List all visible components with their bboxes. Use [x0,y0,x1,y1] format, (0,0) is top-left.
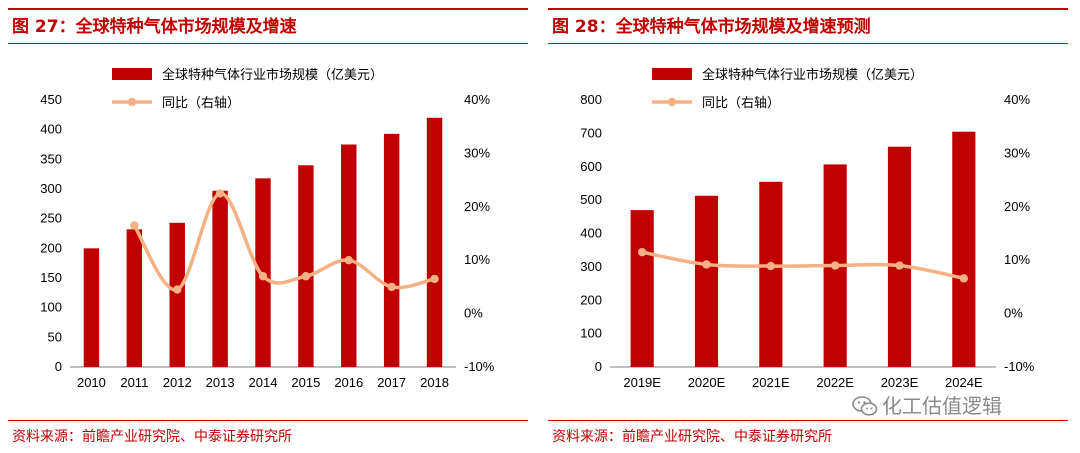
y2-tick-label: 0% [464,306,483,321]
legend-label-bar: 全球特种气体行业市场规模（亿美元） [702,67,923,83]
y-tick-label: 100 [40,300,62,315]
growth-point [830,261,840,270]
x-tick-label: 2024E [945,375,983,390]
x-tick-label: 2021E [752,375,790,390]
left-chart-title: 图 27：全球特种气体市场规模及增速 [12,17,297,37]
watermark-text: 化工估值逻辑 [882,394,1002,418]
bottom-rule [8,420,528,421]
bar [630,210,654,367]
top-rule [8,8,528,10]
bar [887,146,912,367]
left-chart: 0 50 100 150 200 250 300 350 400 450 -10% 0% 10% 20% 3… [40,67,495,390]
x-tick-label: 2013 [206,375,235,390]
x-tick-label: 2012 [163,375,192,390]
bar [298,165,314,367]
growth-point [766,261,776,271]
top-rule [548,8,1068,10]
growth-point [258,272,268,281]
y-tick-label: 800 [580,92,602,107]
y-tick-label: 350 [40,151,62,166]
right-chart: 0 100 200 300 400 500 600 700 800 -10% 0% 10% 20% 30%… [580,67,1035,390]
bar [694,195,719,367]
bar [383,133,400,367]
growth-line [640,250,966,281]
title-rule [548,43,1068,44]
y-tick-label: 450 [40,92,62,107]
growth-point [702,260,711,269]
y-tick-label: 200 [40,240,62,255]
y2-tick-label: 10% [1004,252,1030,267]
x-tick-label: 2015 [291,375,320,390]
legend-swatch-marker [127,97,137,107]
y-tick-label: 250 [40,211,62,226]
legend-label-line: 同比（右轴） [162,96,240,111]
x-tick-label: 2022E [816,375,854,390]
growth-point [895,261,904,270]
y-tick-label: 100 [580,326,602,341]
y2-tick-label: 40% [1004,92,1030,107]
bottom-rule [548,420,1068,421]
legend-label-line: 同比（右轴） [702,96,780,111]
watermark: 化工估值逻辑 [852,390,1002,419]
y2-tick-label: 20% [1004,199,1030,214]
growth-point [344,256,353,265]
growth-point [215,189,225,198]
y2-tick-label: 40% [464,92,490,107]
bar [83,248,100,367]
y2-tick-label: 20% [464,199,490,214]
growth-point [637,247,647,257]
y2-tick-label: -10% [464,359,495,374]
bar [759,181,783,367]
legend-swatch-marker [667,97,677,107]
x-tick-label: 2023E [881,375,919,390]
y2-tick-label: 0% [1004,306,1023,321]
x-tick-label: 2011 [120,375,148,390]
x-tick-label: 2018 [420,375,449,390]
growth-point [173,285,182,294]
y2-tick-label: -10% [1004,359,1035,374]
y2-tick-label: 30% [464,145,490,160]
y-tick-label: 0 [595,359,602,374]
bar [212,190,228,367]
y-tick-label: 300 [40,181,62,196]
x-tick-label: 2014 [249,375,278,390]
x-tick-label: 2010 [77,375,106,390]
left-chart-source: 资料来源：前瞻产业研究院、中泰证券研究所 [12,429,292,445]
x-tick-label: 2019E [623,375,661,390]
y2-tick-label: 10% [464,252,490,267]
growth-point [130,221,139,230]
growth-point [430,274,439,284]
y-tick-label: 400 [580,226,602,241]
bar [126,229,143,367]
wechat-icon [852,396,878,416]
legend-swatch-bar [112,68,152,80]
growth-point [301,272,311,281]
y-tick-label: 150 [40,270,62,285]
legend-swatch-bar [652,68,692,80]
legend-label-bar: 全球特种气体行业市场规模（亿美元） [162,67,383,83]
y-tick-label: 400 [40,122,62,137]
right-chart-source: 资料来源：前瞻产业研究院、中泰证券研究所 [552,429,832,445]
y-tick-label: 700 [580,125,602,140]
right-chart-title: 图 28：全球特种气体市场规模及增速预测 [552,17,871,37]
y-tick-label: 600 [580,159,602,174]
bar [169,222,185,367]
x-tick-label: 2017 [377,375,406,390]
y-tick-label: 300 [580,259,602,274]
bar [952,131,976,367]
x-tick-label: 2020E [688,375,726,390]
y-tick-label: 50 [48,329,62,344]
right-chart-panel: 图 28：全球特种气体市场规模及增速预测 0 100 200 300 400 500 600… [548,0,1068,453]
left-chart-panel: 图 27：全球特种气体市场规模及增速 0 50 100 150 200 250 300 350… [8,0,528,453]
growth-point [959,274,969,283]
y2-tick-label: 30% [1004,145,1030,160]
title-rule [8,43,528,44]
y-tick-label: 0 [55,359,62,374]
y-tick-label: 500 [580,192,602,207]
x-tick-label: 2016 [334,375,363,390]
bar [341,144,357,367]
bar [426,117,443,367]
y-tick-label: 200 [580,292,602,307]
growth-point [387,282,396,292]
